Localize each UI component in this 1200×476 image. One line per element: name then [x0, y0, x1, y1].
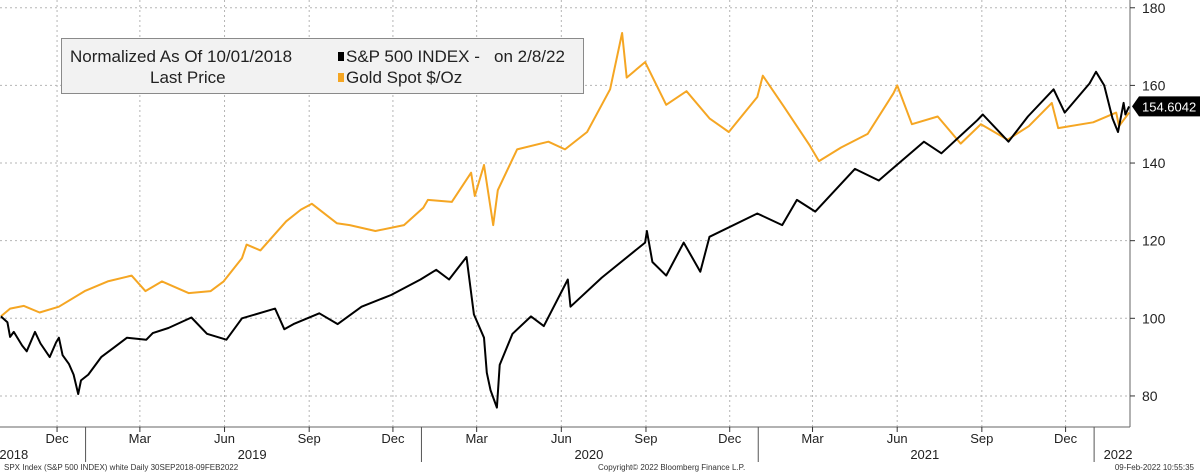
- y-tick-label: 80: [1142, 388, 1158, 404]
- x-axis-ticks: Dec Mar Jun Sep Dec Mar Jun Sep Dec Mar Jun Sep Dec 2…: [0, 427, 1132, 462]
- x-tick-label-month: Sep: [634, 431, 657, 446]
- legend-swatch-gold: [338, 73, 344, 82]
- last-value-box: [1132, 96, 1200, 117]
- x-tick-label-year: 2021: [910, 447, 939, 462]
- series-line-spx: [0, 70, 1131, 409]
- x-tick-label-month: Sep: [970, 431, 993, 446]
- legend-box: Normalized As Of 10/01/2018 Last Price S…: [61, 38, 584, 94]
- x-tick-label-year: 2022: [1104, 447, 1133, 462]
- x-tick-label-month: Mar: [465, 431, 488, 446]
- series-line-gold: [0, 32, 1130, 318]
- x-tick-label-month: Mar: [129, 431, 152, 446]
- legend-entry-spx: S&P 500 INDEX - on 2/8/22: [338, 47, 565, 67]
- legend-entry-gold: Gold Spot $/Oz: [338, 68, 462, 88]
- x-tick-label-month: Jun: [214, 431, 235, 446]
- x-tick-label-month: Dec: [1054, 431, 1078, 446]
- legend-label-gold: Gold Spot $/Oz: [346, 68, 463, 87]
- y-tick-label: 100: [1142, 310, 1166, 326]
- x-tick-label-year: 2020: [574, 447, 603, 462]
- y-tick-label: 140: [1142, 155, 1166, 171]
- footer-right: 09-Feb-2022 10:55:35: [1114, 463, 1194, 472]
- x-tick-label-month: Dec: [45, 431, 69, 446]
- x-tick-label-month: Dec: [718, 431, 742, 446]
- last-value-label: 154.6042: [1132, 96, 1200, 117]
- last-value-text: 154.6042: [1142, 99, 1196, 114]
- legend-title-line2: Last Price: [150, 68, 226, 87]
- x-tick-label-month: Mar: [801, 431, 824, 446]
- x-tick-label-month: Jun: [887, 431, 908, 446]
- legend-label-spx: S&P 500 INDEX - on 2/8/22: [346, 47, 565, 66]
- series-lines: [0, 32, 1131, 409]
- x-tick-label-year: 2019: [238, 447, 267, 462]
- y-tick-label: 160: [1142, 77, 1166, 93]
- y-axis-ticks: 80 100 120 140 160 180: [1130, 0, 1166, 404]
- legend-title-line1: Normalized As Of 10/01/2018: [70, 47, 293, 66]
- y-tick-label: 180: [1142, 0, 1166, 16]
- footer-left: SPX Index (S&P 500 INDEX) white Daily 30…: [4, 463, 239, 472]
- y-tick-label: 120: [1142, 233, 1166, 249]
- legend-swatch-spx: [338, 52, 344, 61]
- x-tick-label-month: Dec: [381, 431, 405, 446]
- x-tick-label-month: Jun: [551, 431, 572, 446]
- x-tick-label-year: 2018: [0, 447, 28, 462]
- footer-center: Copyright© 2022 Bloomberg Finance L.P.: [598, 463, 746, 472]
- x-tick-label-month: Sep: [298, 431, 321, 446]
